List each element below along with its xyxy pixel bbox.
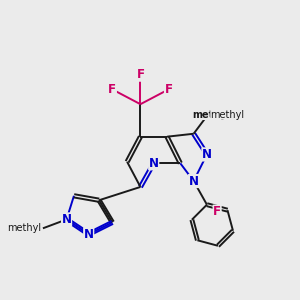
Text: F: F xyxy=(213,205,221,218)
Text: N: N xyxy=(149,157,159,170)
Text: F: F xyxy=(164,83,172,96)
Text: N: N xyxy=(61,213,72,226)
Text: methyl: methyl xyxy=(211,110,244,119)
Text: N: N xyxy=(189,175,199,188)
Text: methyl: methyl xyxy=(7,223,41,233)
Text: N: N xyxy=(202,148,212,161)
Text: F: F xyxy=(108,83,116,96)
Text: N: N xyxy=(84,228,94,241)
Text: methyl: methyl xyxy=(192,110,230,119)
Text: F: F xyxy=(136,68,144,81)
